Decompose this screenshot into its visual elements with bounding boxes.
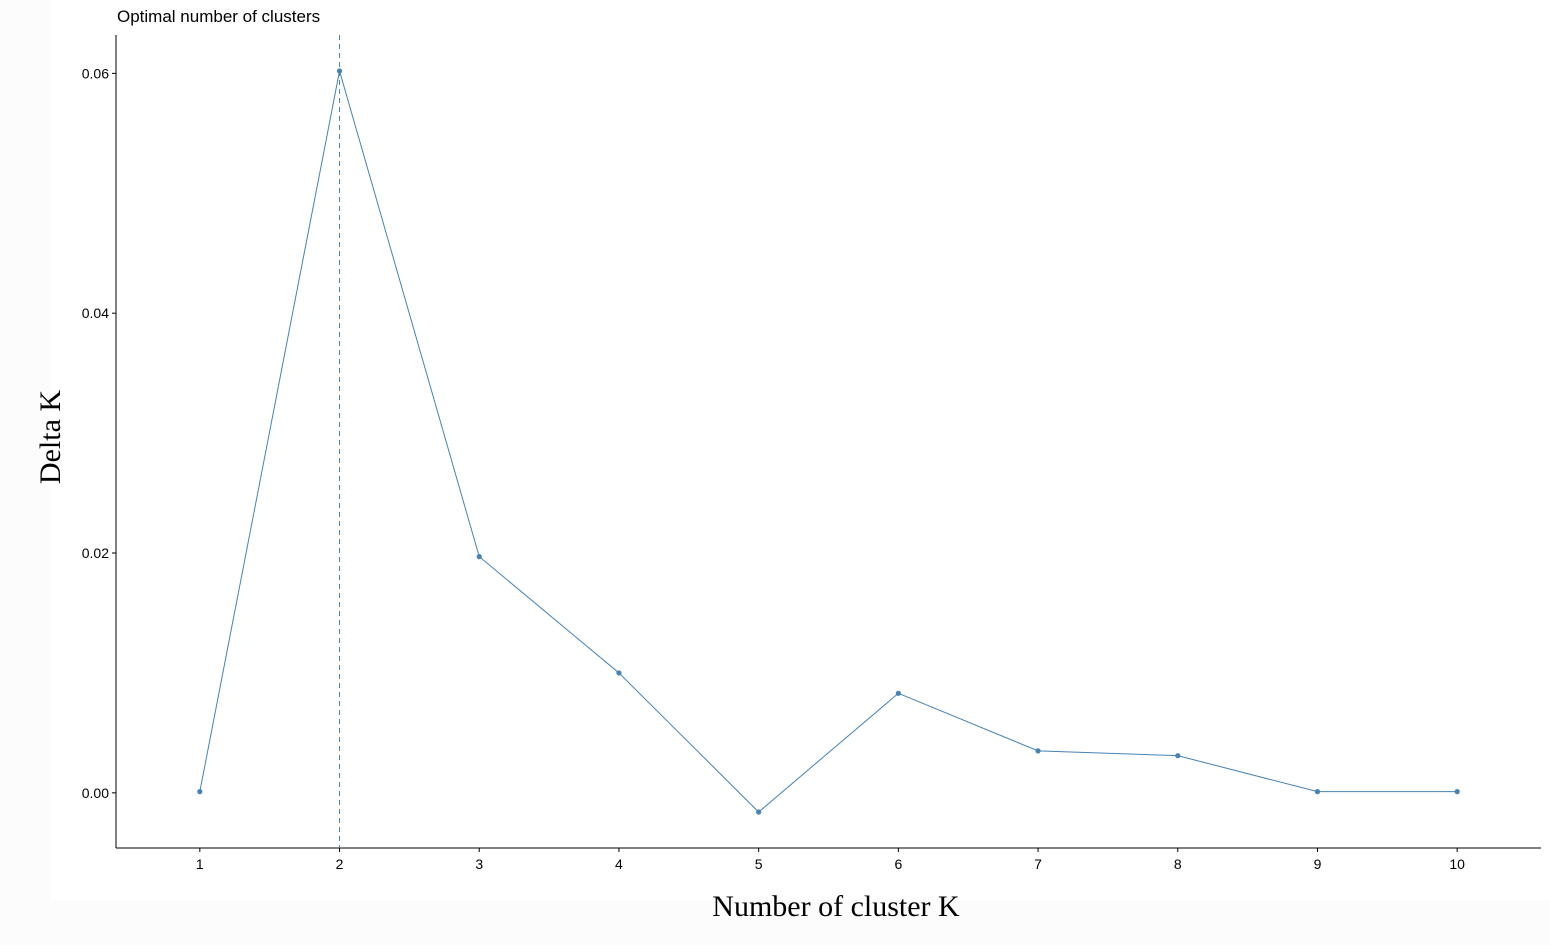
chart-title: Optimal number of clusters [117, 7, 320, 26]
y-axis-label: Delta K [34, 390, 67, 484]
y-tick-label: 0.04 [82, 305, 109, 321]
x-tick-label: 3 [475, 856, 483, 872]
x-tick-label: 1 [196, 856, 204, 872]
data-point [1454, 789, 1460, 795]
data-point [895, 690, 901, 696]
delta-k-series-line [199, 70, 1458, 813]
data-point [756, 809, 762, 815]
x-tick-label: 4 [615, 856, 623, 872]
x-tick-label: 6 [894, 856, 902, 872]
data-point [197, 789, 203, 795]
x-tick-label: 10 [1449, 856, 1465, 872]
x-tick-label: 8 [1174, 856, 1182, 872]
data-point [1314, 789, 1321, 795]
data-point [476, 554, 482, 560]
y-tick-label: 0.06 [82, 65, 109, 81]
x-tick-label: 2 [336, 856, 344, 872]
y-tick-label: 0.02 [82, 545, 109, 561]
x-tick-label: 5 [755, 856, 763, 872]
data-point [1175, 753, 1181, 759]
plot-panel-background [50, 0, 1550, 900]
y-tick-label: 0.00 [82, 785, 109, 801]
x-axis-label: Number of cluster K [712, 890, 960, 923]
data-point [616, 670, 622, 676]
x-tick-label: 9 [1314, 856, 1322, 872]
data-point [1035, 748, 1041, 754]
data-point [336, 68, 343, 74]
x-tick-label: 7 [1034, 856, 1042, 872]
